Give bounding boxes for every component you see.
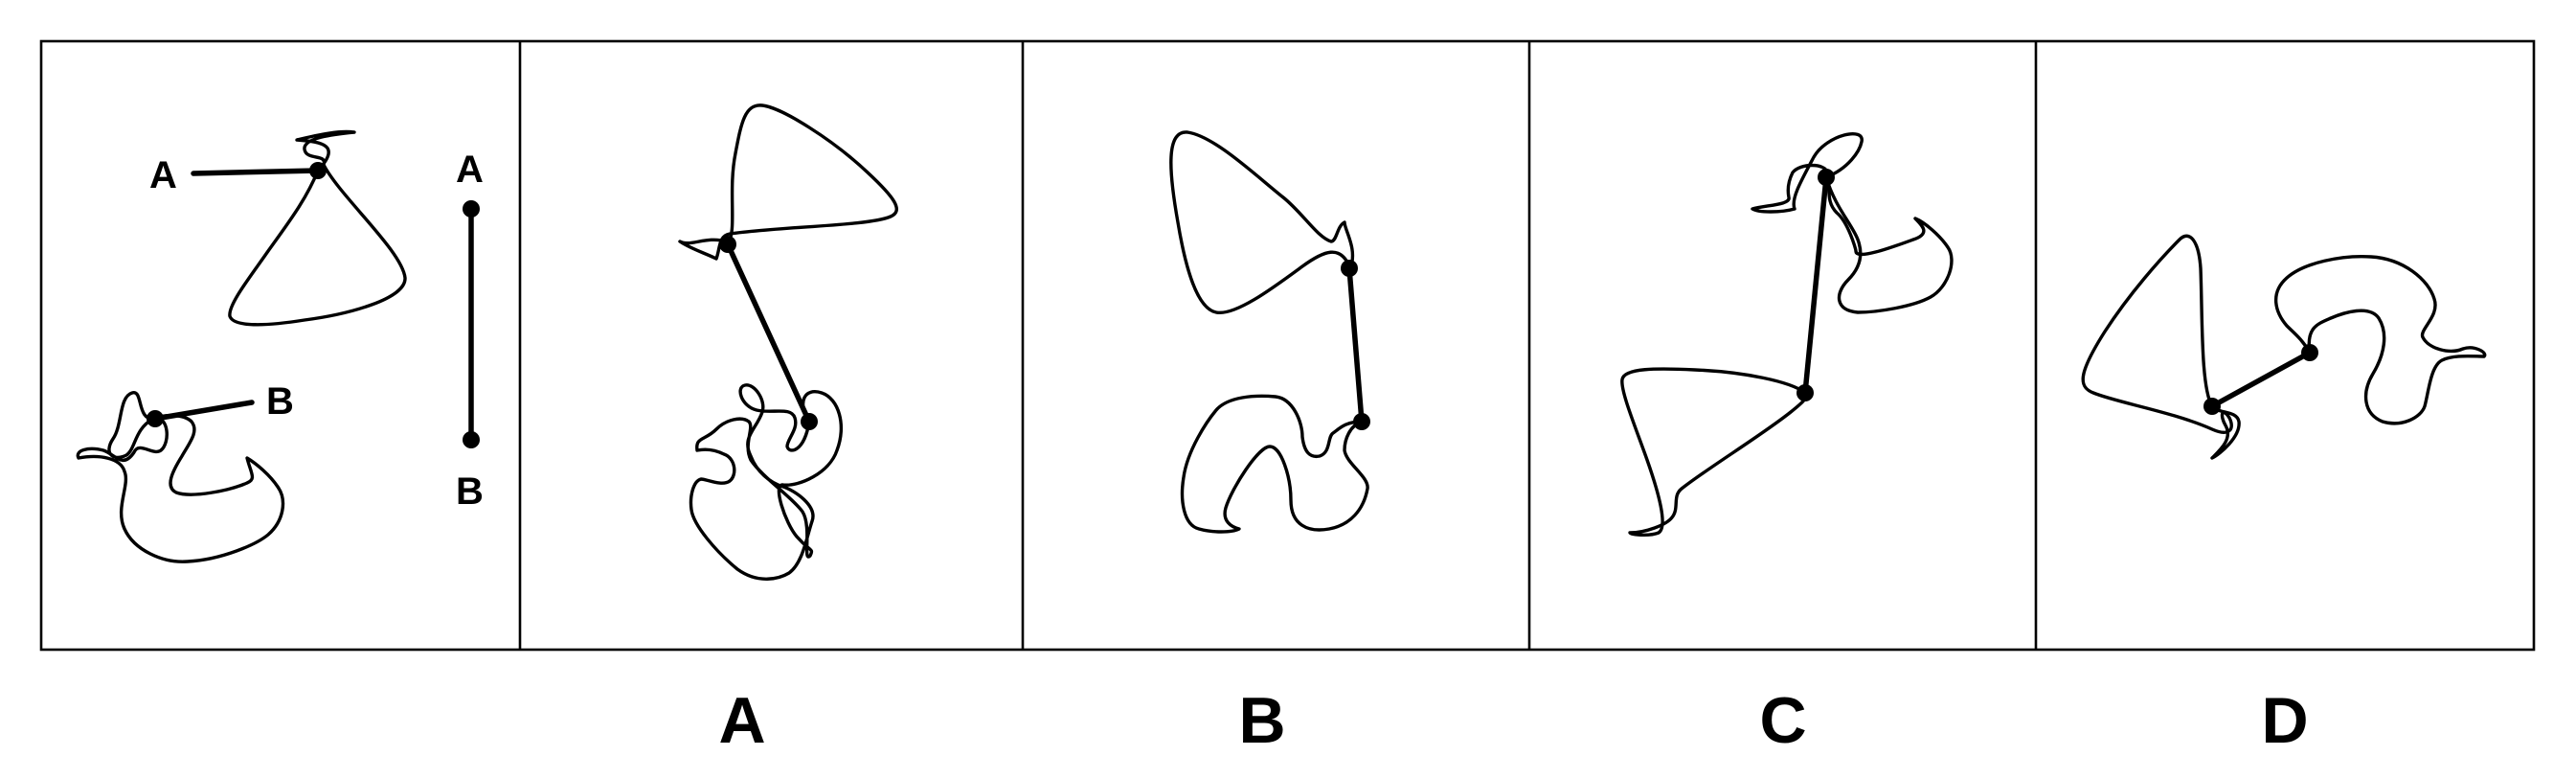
outer-frame (39, 39, 2536, 652)
reference-top-dot (463, 200, 480, 218)
option-c-panel[interactable]: C (1620, 132, 1954, 757)
option-d-rod (2209, 350, 2313, 409)
option-b-lower-shape (1180, 394, 1369, 534)
reference-bottom-dot (463, 431, 480, 448)
option-a-rod (725, 241, 812, 424)
rod-a (191, 168, 321, 176)
panel-frames (39, 39, 2536, 652)
option-c-joint-2 (1796, 384, 1814, 401)
option-c-lower-shape (1620, 367, 1808, 537)
label-b: B (266, 380, 294, 423)
option-b-upper-shape (1169, 130, 1355, 314)
option-d-joint-1 (2203, 398, 2221, 415)
option-d-right-shape (2274, 254, 2487, 425)
option-a-upper-shape (678, 103, 898, 261)
rod-b (152, 400, 255, 422)
option-c-joint-1 (1818, 169, 1835, 186)
option-a-joint-1 (719, 236, 736, 253)
joint-b (147, 410, 164, 427)
option-b-rod (1346, 265, 1365, 424)
option-a-label: A (718, 684, 765, 757)
option-a-lower-shape (689, 383, 843, 581)
option-a-panel[interactable]: A (678, 103, 898, 757)
option-d-joint-2 (2301, 344, 2318, 361)
option-c-rod (1802, 174, 1829, 396)
option-b-joint-1 (1341, 260, 1358, 277)
option-c-label: C (1759, 684, 1806, 757)
question-shape-b (76, 391, 285, 563)
label-a: A (149, 154, 177, 196)
option-b-panel[interactable]: B (1169, 130, 1370, 757)
option-d-panel[interactable]: D (2081, 234, 2487, 757)
option-d-label: D (2261, 684, 2308, 757)
reference-label-a: A (456, 149, 484, 191)
option-a-joint-2 (801, 413, 818, 430)
question-shape-a (228, 129, 407, 327)
joint-a (309, 162, 327, 179)
option-d-left-shape (2081, 234, 2241, 460)
option-b-label: B (1238, 684, 1285, 757)
option-b-joint-2 (1353, 413, 1370, 430)
option-c-upper-shape (1751, 132, 1954, 314)
question-panel: A B A B (76, 129, 484, 563)
reference-label-b: B (456, 470, 484, 513)
